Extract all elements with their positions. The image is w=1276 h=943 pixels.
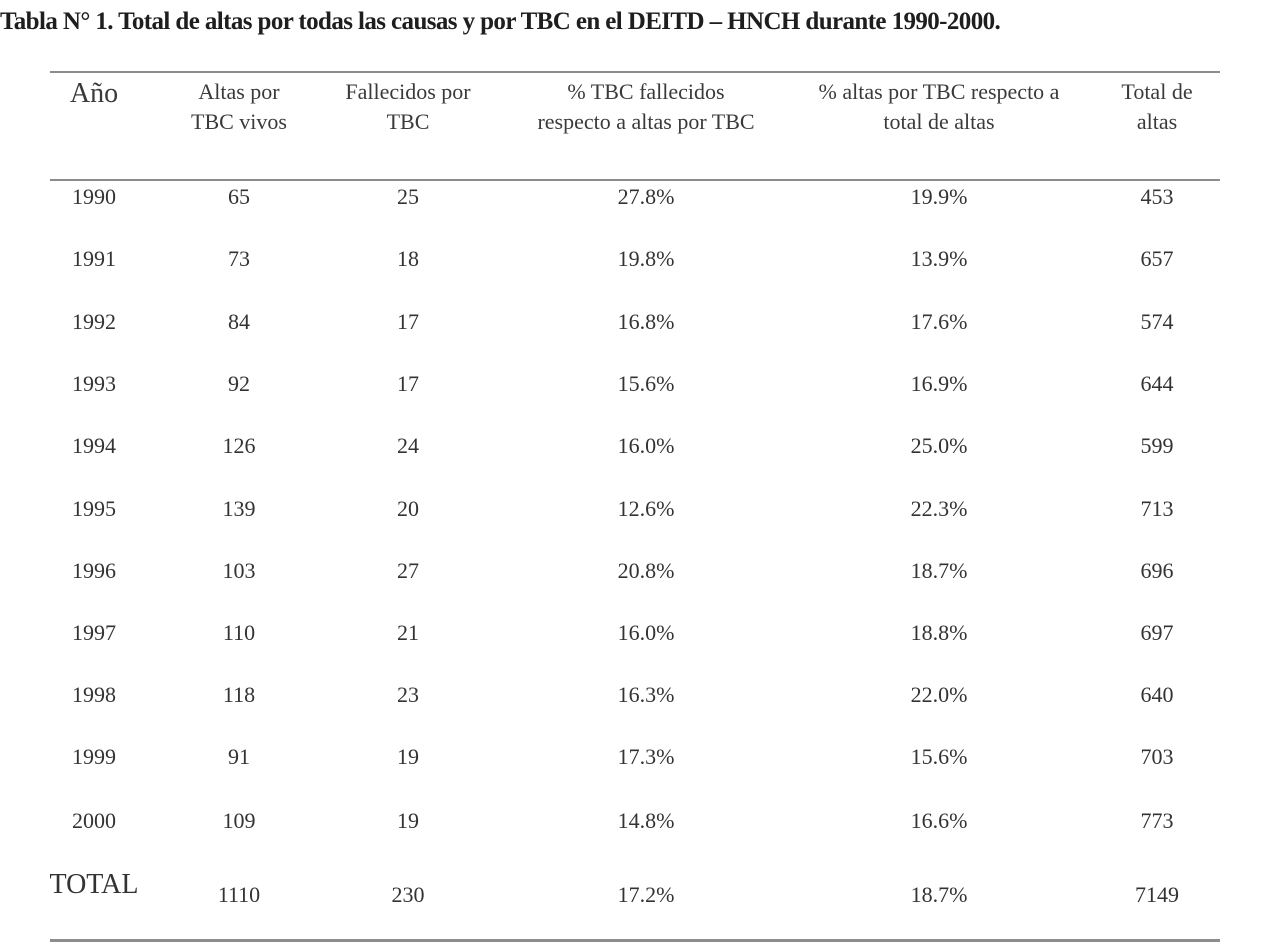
- cell-total-altas: 703: [1140, 744, 1174, 769]
- cell-pct-fallecidos: 14.8%: [617, 808, 675, 833]
- total-pct-altas: 18.7%: [910, 882, 968, 907]
- cell-total-altas: 713: [1140, 496, 1174, 521]
- cell-pct-altas: 15.6%: [910, 744, 968, 769]
- header-line: total de altas: [883, 109, 995, 134]
- header-total-altas: Total de altas: [1100, 77, 1214, 137]
- cell-pct-fallecidos: 16.0%: [617, 620, 675, 645]
- cell-year: 1994: [72, 433, 116, 458]
- cell-fallecidos: 17: [397, 371, 419, 396]
- header-year: Año: [69, 78, 119, 109]
- cell-pct-fallecidos: 16.3%: [617, 682, 675, 707]
- cell-total-altas: 640: [1140, 682, 1174, 707]
- cell-fallecidos: 21: [397, 620, 419, 645]
- cell-pct-altas: 22.3%: [910, 496, 968, 521]
- cell-fallecidos: 25: [397, 184, 419, 209]
- cell-pct-altas: 22.0%: [910, 682, 968, 707]
- top-rule: [50, 71, 1220, 73]
- cell-total-altas: 696: [1140, 558, 1174, 583]
- cell-altas-vivos: 92: [228, 371, 250, 396]
- cell-altas-vivos: 91: [228, 744, 250, 769]
- cell-pct-altas: 13.9%: [910, 246, 968, 271]
- cell-year: 1996: [72, 558, 116, 583]
- cell-year: 1998: [72, 682, 116, 707]
- header-pct-fallecidos: % TBC fallecidos respecto a altas por TB…: [510, 77, 782, 137]
- cell-fallecidos: 18: [397, 246, 419, 271]
- cell-year: 1995: [72, 496, 116, 521]
- cell-fallecidos: 20: [397, 496, 419, 521]
- header-altas-vivos: Altas por TBC vivos: [178, 77, 300, 137]
- cell-altas-vivos: 118: [222, 682, 256, 707]
- cell-pct-fallecidos: 17.3%: [617, 744, 675, 769]
- cell-pct-fallecidos: 16.8%: [617, 309, 675, 334]
- total-pct-fallecidos: 17.2%: [617, 882, 675, 907]
- cell-altas-vivos: 84: [228, 309, 250, 334]
- cell-total-altas: 574: [1140, 309, 1174, 334]
- cell-fallecidos: 24: [397, 433, 419, 458]
- header-line: TBC: [386, 109, 430, 134]
- header-rule: [50, 179, 1220, 181]
- cell-total-altas: 657: [1140, 246, 1174, 271]
- cell-total-altas: 599: [1140, 433, 1174, 458]
- cell-total-altas: 453: [1140, 184, 1174, 209]
- cell-year: 1997: [72, 620, 116, 645]
- cell-total-altas: 644: [1140, 371, 1174, 396]
- cell-fallecidos: 27: [397, 558, 419, 583]
- cell-pct-fallecidos: 12.6%: [617, 496, 675, 521]
- cell-pct-altas: 17.6%: [910, 309, 968, 334]
- cell-total-altas: 697: [1140, 620, 1174, 645]
- cell-altas-vivos: 109: [222, 808, 256, 833]
- cell-pct-fallecidos: 16.0%: [617, 433, 675, 458]
- cell-pct-fallecidos: 19.8%: [617, 246, 675, 271]
- cell-pct-fallecidos: 15.6%: [617, 371, 675, 396]
- cell-altas-vivos: 65: [228, 184, 250, 209]
- cell-fallecidos: 23: [397, 682, 419, 707]
- cell-total-altas: 773: [1140, 808, 1174, 833]
- header-line: Fallecidos por: [345, 79, 471, 104]
- total-fallecidos: 230: [391, 882, 425, 907]
- header-fallecidos: Fallecidos por TBC: [328, 77, 488, 137]
- header-line: % altas por TBC respecto a: [818, 79, 1060, 104]
- cell-year: 1992: [72, 309, 116, 334]
- header-line: TBC vivos: [191, 109, 287, 134]
- header-pct-altas: % altas por TBC respecto a total de alta…: [790, 77, 1088, 137]
- cell-fallecidos: 19: [397, 744, 419, 769]
- total-total-altas: 7149: [1135, 882, 1179, 907]
- total-label: TOTAL: [49, 869, 139, 900]
- cell-pct-altas: 18.7%: [910, 558, 968, 583]
- header-line: Total de: [1121, 79, 1193, 104]
- cell-pct-fallecidos: 27.8%: [617, 184, 675, 209]
- cell-altas-vivos: 139: [222, 496, 256, 521]
- cell-fallecidos: 17: [397, 309, 419, 334]
- header-line: % TBC fallecidos: [567, 79, 725, 104]
- header-line: altas: [1136, 109, 1178, 134]
- cell-year: 2000: [72, 808, 116, 833]
- cell-year: 1991: [72, 246, 116, 271]
- cell-year: 1990: [72, 184, 116, 209]
- cell-pct-altas: 25.0%: [910, 433, 968, 458]
- cell-pct-altas: 16.6%: [910, 808, 968, 833]
- bottom-rule: [50, 939, 1220, 942]
- total-altas-vivos: 1110: [217, 882, 261, 907]
- cell-year: 1999: [72, 744, 116, 769]
- cell-altas-vivos: 103: [222, 558, 256, 583]
- cell-pct-altas: 19.9%: [910, 184, 968, 209]
- header-line: respecto a altas por TBC: [537, 109, 755, 134]
- cell-pct-altas: 18.8%: [910, 620, 968, 645]
- cell-altas-vivos: 126: [222, 433, 256, 458]
- header-line: Altas por: [198, 79, 280, 104]
- cell-pct-fallecidos: 20.8%: [617, 558, 675, 583]
- cell-year: 1993: [72, 371, 116, 396]
- cell-fallecidos: 19: [397, 808, 419, 833]
- cell-altas-vivos: 73: [228, 246, 250, 271]
- cell-altas-vivos: 110: [222, 620, 256, 645]
- table-title: Tabla N° 1. Total de altas por todas las…: [0, 8, 1001, 35]
- cell-pct-altas: 16.9%: [910, 371, 968, 396]
